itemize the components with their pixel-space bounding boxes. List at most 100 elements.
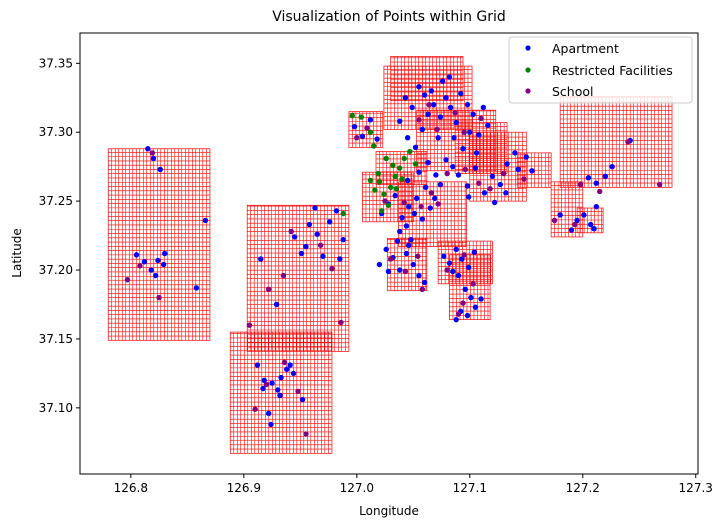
point-restricted-facilities xyxy=(399,176,405,182)
y-axis-label: Latitude xyxy=(10,228,24,277)
legend-entry-apartment: Apartment xyxy=(525,41,619,56)
grid-cell xyxy=(398,181,467,247)
point-apartment xyxy=(290,370,297,377)
point-apartment xyxy=(160,261,167,268)
data-points xyxy=(124,74,663,437)
point-apartment xyxy=(497,181,503,188)
point-restricted-facilities xyxy=(349,112,355,119)
point-apartment xyxy=(470,111,476,118)
point-apartment xyxy=(416,272,422,279)
x-tick-label: 126.8 xyxy=(114,481,148,495)
point-apartment xyxy=(397,228,403,235)
point-apartment xyxy=(312,205,318,211)
legend-marker-restricted-facilities xyxy=(525,67,531,73)
point-school xyxy=(470,281,476,287)
point-apartment xyxy=(455,172,462,178)
legend: Apartment Restricted Facilities School xyxy=(508,36,693,104)
point-school xyxy=(402,268,409,275)
grid-cell xyxy=(469,131,527,202)
point-school xyxy=(288,228,294,235)
point-school xyxy=(416,117,422,123)
legend-entry-restricted-facilities: Restricted Facilities xyxy=(525,63,673,78)
point-school xyxy=(419,286,426,293)
grid-cell xyxy=(386,237,428,292)
point-restricted-facilities xyxy=(358,114,365,120)
point-apartment xyxy=(397,118,403,124)
point-school xyxy=(551,217,558,224)
point-apartment xyxy=(574,217,580,224)
point-school xyxy=(572,221,578,228)
point-apartment xyxy=(428,88,435,94)
point-apartment xyxy=(326,219,333,225)
x-axis-label: Longitude xyxy=(359,504,419,518)
point-apartment xyxy=(374,136,380,142)
point-apartment xyxy=(333,208,340,214)
point-restricted-facilities xyxy=(393,186,400,192)
point-apartment xyxy=(409,104,415,111)
point-school xyxy=(577,181,584,188)
point-apartment xyxy=(148,267,154,273)
point-school xyxy=(246,322,253,328)
point-apartment xyxy=(298,250,305,257)
y-tick-label: 37.25 xyxy=(39,194,73,208)
point-apartment xyxy=(478,296,484,302)
point-school xyxy=(329,265,335,272)
point-apartment xyxy=(359,133,366,140)
legend-marker-apartment xyxy=(525,45,531,51)
point-apartment xyxy=(419,126,426,133)
point-restricted-facilities xyxy=(397,165,403,171)
point-apartment xyxy=(557,212,563,218)
point-school xyxy=(280,272,287,279)
x-tick-label: 127.3 xyxy=(679,481,713,495)
point-apartment xyxy=(489,173,496,180)
point-apartment xyxy=(258,256,264,262)
point-apartment xyxy=(269,380,275,386)
point-restricted-facilities xyxy=(401,155,407,162)
point-apartment xyxy=(403,250,410,257)
point-apartment xyxy=(447,104,454,111)
point-school xyxy=(382,198,388,204)
grid-cells xyxy=(107,56,673,454)
point-apartment xyxy=(468,294,474,301)
point-school xyxy=(434,126,440,133)
point-restricted-facilities xyxy=(371,143,377,149)
point-apartment xyxy=(278,374,284,381)
point-restricted-facilities xyxy=(390,162,396,168)
point-apartment xyxy=(303,243,309,250)
point-school xyxy=(435,201,441,207)
point-school xyxy=(338,319,344,326)
point-apartment xyxy=(446,260,453,266)
y-tick-label: 37.30 xyxy=(39,125,73,139)
series-restricted-facilities xyxy=(340,112,419,217)
point-restricted-facilities xyxy=(367,129,374,135)
point-apartment xyxy=(153,272,159,279)
point-apartment xyxy=(410,261,416,268)
point-school xyxy=(263,381,270,388)
point-apartment xyxy=(150,155,157,162)
point-school xyxy=(452,110,458,116)
plot-frame xyxy=(79,32,699,475)
point-apartment xyxy=(403,223,410,229)
grid-cell xyxy=(559,96,673,188)
point-apartment xyxy=(473,150,480,156)
legend-marker-school xyxy=(525,88,531,94)
grid-cell xyxy=(362,171,414,223)
point-school xyxy=(625,139,631,145)
point-apartment xyxy=(399,214,405,221)
point-school xyxy=(428,190,435,196)
point-apartment xyxy=(432,195,438,202)
y-tick-label: 37.20 xyxy=(39,263,73,277)
point-school xyxy=(281,359,288,366)
point-restricted-facilities xyxy=(381,191,387,197)
point-apartment xyxy=(408,237,414,243)
point-apartment xyxy=(472,304,479,310)
point-apartment xyxy=(450,268,456,275)
point-apartment xyxy=(458,90,464,97)
x-axis-ticks: 126.8 126.9 127.0 127.1 127.2 127.3 xyxy=(114,474,713,495)
grid-cell xyxy=(576,207,604,234)
point-apartment xyxy=(421,92,428,98)
point-restricted-facilities xyxy=(367,177,374,184)
point-restricted-facilities xyxy=(340,210,346,217)
point-school xyxy=(149,150,156,156)
